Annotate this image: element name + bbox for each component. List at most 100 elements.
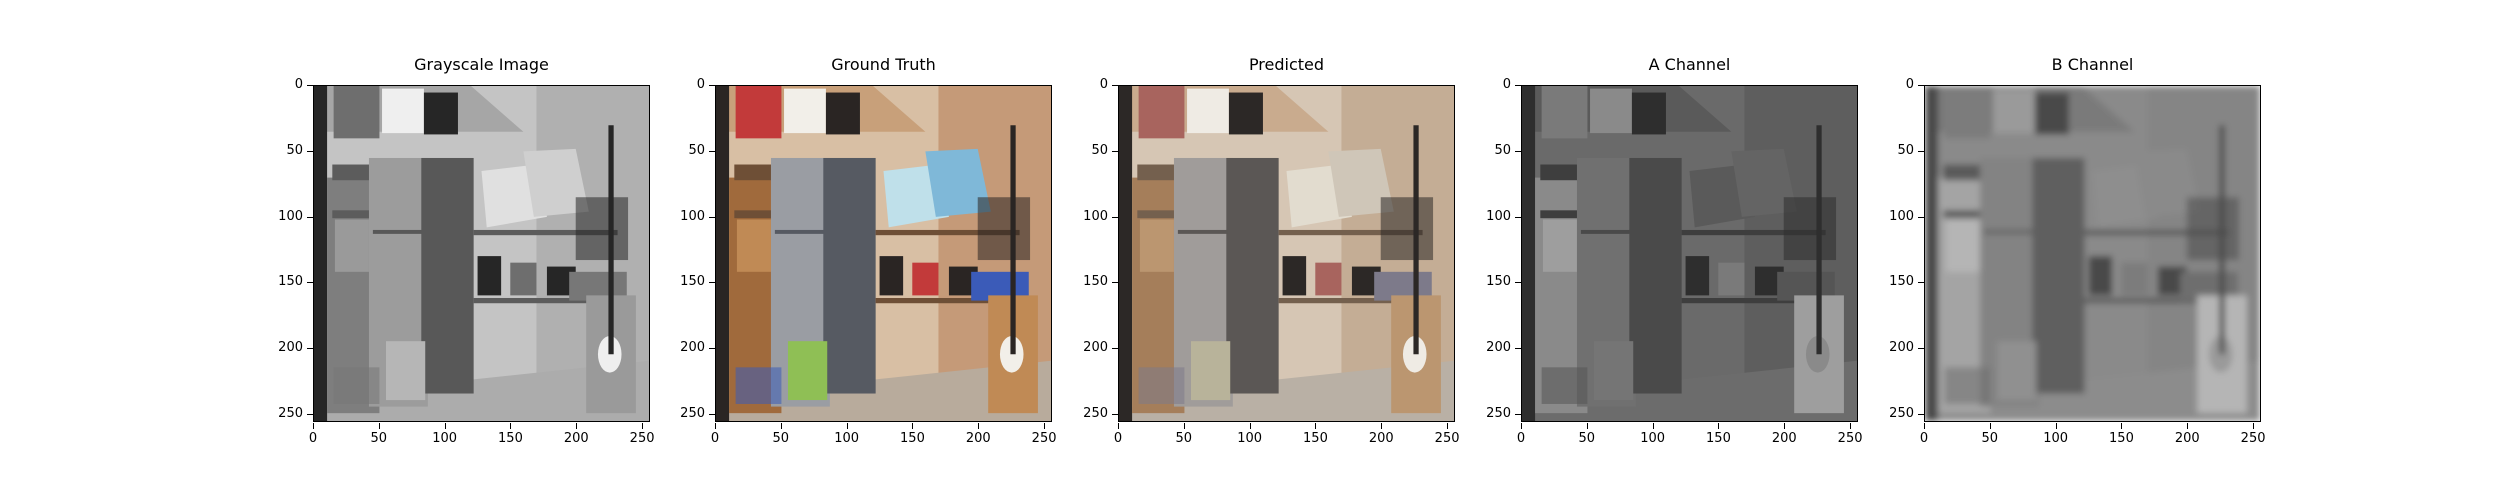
axes-frame xyxy=(313,85,650,422)
y-tick-label: 150 xyxy=(680,274,705,290)
x-tick-label: 150 xyxy=(1303,431,1328,446)
x-tick xyxy=(2121,423,2123,429)
y-tick xyxy=(709,348,715,350)
x-tick-label: 0 xyxy=(1919,431,1929,446)
x-tick xyxy=(1249,423,1251,429)
x-tick-label: 50 xyxy=(1175,431,1193,446)
x-tick-label: 100 xyxy=(834,431,860,446)
y-tick-label: 150 xyxy=(1889,274,1914,290)
x-tick xyxy=(378,423,380,429)
y-tick xyxy=(307,150,313,152)
x-tick-label: 200 xyxy=(965,431,991,446)
y-tick-label: 200 xyxy=(278,340,303,356)
x-tick-label: 200 xyxy=(1368,431,1394,446)
x-tick-label: 250 xyxy=(1434,431,1460,446)
y-tick xyxy=(1918,85,1924,86)
x-tick xyxy=(715,423,716,429)
x-tick-label: 150 xyxy=(1706,431,1731,446)
x-tick xyxy=(1118,423,1119,429)
y-tick-label: 0 xyxy=(1502,77,1511,92)
x-tick xyxy=(1989,423,1991,429)
image-truth xyxy=(716,86,1051,421)
y-tick xyxy=(709,216,715,218)
y-tick xyxy=(709,85,715,86)
panel-gray: Grayscale Image xyxy=(278,55,654,446)
x-tick-label: 250 xyxy=(629,431,655,446)
y-tick-label: 100 xyxy=(278,208,303,224)
x-tick xyxy=(1315,423,1317,429)
x-tick-label: 200 xyxy=(2174,431,2200,446)
x-tick-label: 100 xyxy=(432,431,458,446)
x-tick xyxy=(1521,423,1522,429)
axes-frame xyxy=(1521,85,1858,422)
x-tick xyxy=(1652,423,1654,429)
x-tick-label: 50 xyxy=(370,431,388,446)
panel-title: Predicted xyxy=(1248,55,1325,74)
y-tick xyxy=(307,348,313,350)
panel-bchan: B Channel xyxy=(1889,55,2265,446)
y-tick-label: 50 xyxy=(688,142,705,158)
x-tick xyxy=(1718,423,1720,429)
x-tick-label: 50 xyxy=(772,431,790,446)
y-tick xyxy=(1918,414,1924,416)
image-pred xyxy=(1119,86,1454,421)
y-tick xyxy=(1112,414,1118,416)
y-tick-label: 100 xyxy=(1083,208,1108,224)
y-tick xyxy=(307,282,313,284)
y-tick xyxy=(1515,150,1521,152)
x-tick-label: 100 xyxy=(1640,431,1666,446)
x-tick-label: 150 xyxy=(900,431,925,446)
x-tick-label: 0 xyxy=(710,431,720,446)
y-tick-label: 200 xyxy=(1486,340,1511,356)
y-tick-label: 250 xyxy=(680,406,705,422)
panel-title: B Channel xyxy=(2051,55,2134,74)
x-tick xyxy=(1381,423,1383,429)
y-tick-label: 200 xyxy=(1083,340,1108,356)
x-tick-label: 250 xyxy=(1031,431,1057,446)
y-tick xyxy=(1112,150,1118,152)
y-tick xyxy=(307,414,313,416)
y-tick-label: 0 xyxy=(696,77,705,92)
x-tick xyxy=(1850,423,1852,429)
panel-title: Grayscale Image xyxy=(414,55,549,74)
x-tick-label: 250 xyxy=(2240,431,2266,446)
y-tick-label: 150 xyxy=(1486,274,1511,290)
x-tick-label: 0 xyxy=(308,431,318,446)
panel-title: Ground Truth xyxy=(831,55,936,74)
y-tick xyxy=(709,150,715,152)
y-tick-label: 200 xyxy=(680,340,705,356)
y-tick-label: 250 xyxy=(1889,406,1914,422)
x-tick-label: 250 xyxy=(1837,431,1863,446)
x-tick-label: 150 xyxy=(2109,431,2134,446)
y-tick-label: 250 xyxy=(278,406,303,422)
y-tick-label: 0 xyxy=(1099,77,1108,92)
y-tick xyxy=(709,282,715,284)
y-tick xyxy=(1918,282,1924,284)
axes-frame xyxy=(715,85,1052,422)
x-tick xyxy=(912,423,914,429)
x-tick-label: 50 xyxy=(1578,431,1596,446)
y-tick-label: 100 xyxy=(1889,208,1914,224)
y-tick-label: 200 xyxy=(1889,340,1914,356)
y-tick xyxy=(307,85,313,86)
x-tick xyxy=(2187,423,2189,429)
x-tick xyxy=(642,423,644,429)
y-tick xyxy=(1515,216,1521,218)
y-tick-label: 50 xyxy=(1091,142,1108,158)
image-bchan xyxy=(1925,86,2260,421)
x-tick-label: 150 xyxy=(498,431,523,446)
y-tick xyxy=(1515,348,1521,350)
y-tick-label: 250 xyxy=(1486,406,1511,422)
x-tick xyxy=(444,423,446,429)
axes-frame xyxy=(1924,85,2261,422)
y-tick xyxy=(1112,348,1118,350)
y-tick xyxy=(1515,282,1521,284)
y-tick-label: 50 xyxy=(1897,142,1914,158)
x-tick xyxy=(2253,423,2255,429)
y-tick-label: 100 xyxy=(1486,208,1511,224)
y-tick-label: 250 xyxy=(1083,406,1108,422)
x-tick xyxy=(510,423,512,429)
y-tick xyxy=(1112,282,1118,284)
y-tick xyxy=(1918,216,1924,218)
x-tick xyxy=(1044,423,1046,429)
